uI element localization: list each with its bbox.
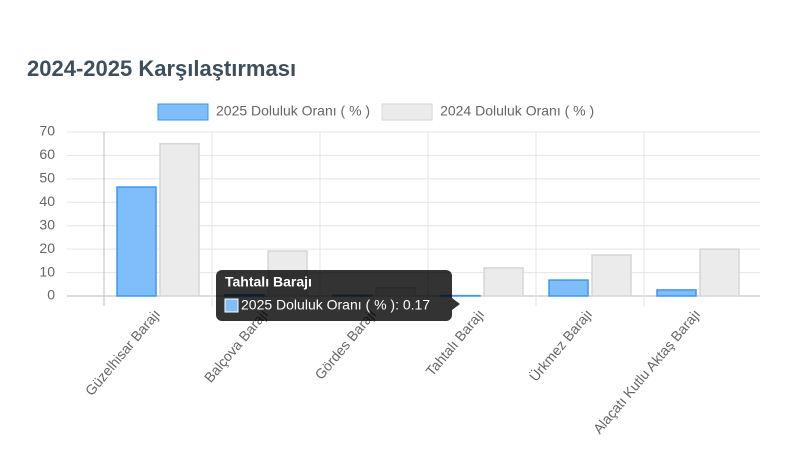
y-tick-label: 10 [39, 263, 55, 279]
y-tick-label: 50 [39, 170, 55, 186]
bar [484, 268, 523, 296]
y-tick-label: 60 [39, 146, 55, 162]
bar [657, 290, 696, 296]
x-tick-label: Ürkmez Barajı [525, 305, 595, 384]
legend-label: 2025 Doluluk Oranı ( % ) [216, 103, 370, 119]
legend-swatch [382, 104, 432, 120]
x-tick-label: Alaçatı Kutlu Aktaş Barajı [590, 306, 703, 437]
legend-swatch [158, 104, 208, 120]
x-tick-label: Güzelhisar Barajı [82, 306, 163, 399]
bar [592, 255, 631, 296]
y-tick-label: 20 [39, 240, 55, 256]
bar [700, 249, 739, 296]
y-tick-label: 70 [39, 123, 55, 139]
tooltip-label: 2025 Doluluk Oranı ( % ): 0.17 [241, 297, 430, 313]
tooltip-caret [452, 298, 460, 310]
y-tick-label: 30 [39, 216, 55, 232]
legend-label: 2024 Doluluk Oranı ( % ) [440, 103, 594, 119]
tooltip-swatch [225, 299, 238, 312]
tooltip-title: Tahtalı Barajı [225, 274, 312, 290]
bar [549, 280, 588, 296]
y-tick-label: 0 [47, 287, 55, 303]
bar [117, 187, 156, 296]
y-tick-label: 40 [39, 193, 55, 209]
tooltip: Tahtalı Barajı 2025 Doluluk Oranı ( % ): … [216, 270, 460, 321]
chart-title: 2024-2025 Karşılaştırması [27, 56, 296, 81]
bar [160, 144, 199, 296]
